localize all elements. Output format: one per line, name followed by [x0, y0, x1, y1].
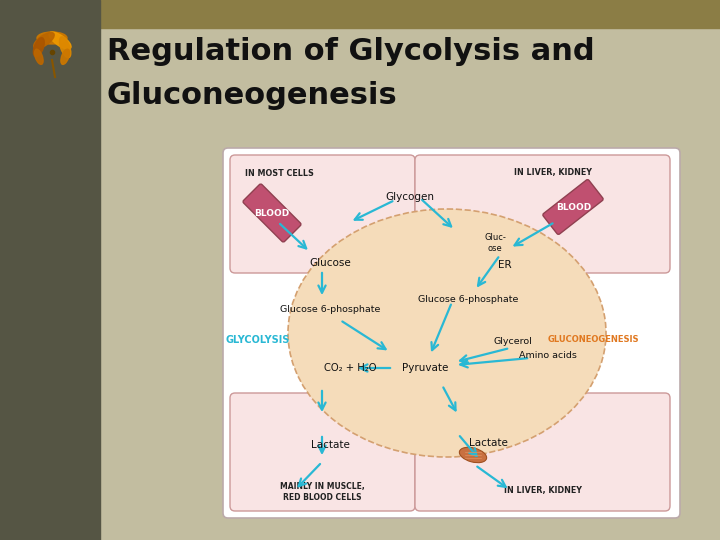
- Ellipse shape: [37, 32, 67, 44]
- Ellipse shape: [33, 38, 45, 57]
- Text: GLYCOLYSIS: GLYCOLYSIS: [226, 335, 290, 345]
- Bar: [0, 0, 100, 540]
- Text: Lactate: Lactate: [310, 440, 349, 450]
- Text: Glucose 6-phosphate: Glucose 6-phosphate: [418, 295, 518, 305]
- Text: GLUCONEOGENESIS: GLUCONEOGENESIS: [547, 335, 639, 345]
- Text: IN LIVER, KIDNEY: IN LIVER, KIDNEY: [504, 485, 582, 495]
- FancyBboxPatch shape: [230, 393, 415, 511]
- Text: Glycogen: Glycogen: [385, 192, 434, 202]
- Text: BLOOD: BLOOD: [556, 203, 591, 212]
- Ellipse shape: [459, 447, 487, 463]
- FancyBboxPatch shape: [543, 180, 603, 234]
- FancyBboxPatch shape: [243, 184, 301, 242]
- Text: Regulation of Glycolysis and: Regulation of Glycolysis and: [107, 37, 595, 66]
- Text: IN MOST CELLS: IN MOST CELLS: [245, 168, 314, 178]
- Text: IN LIVER, KIDNEY: IN LIVER, KIDNEY: [514, 168, 592, 178]
- Text: ER: ER: [498, 260, 512, 270]
- Text: Glycerol: Glycerol: [494, 336, 532, 346]
- Bar: [0, 0, 720, 28]
- Text: BLOOD: BLOOD: [253, 209, 289, 218]
- Ellipse shape: [35, 49, 43, 64]
- Ellipse shape: [49, 32, 71, 49]
- Text: Lactate: Lactate: [469, 438, 508, 448]
- FancyBboxPatch shape: [223, 148, 680, 518]
- Text: Glucose 6-phosphate: Glucose 6-phosphate: [280, 306, 380, 314]
- Ellipse shape: [61, 49, 69, 64]
- Text: Gluc-
ose: Gluc- ose: [484, 233, 506, 253]
- Ellipse shape: [60, 37, 71, 58]
- Ellipse shape: [288, 209, 606, 457]
- Text: MAINLY IN MUSCLE,: MAINLY IN MUSCLE,: [279, 483, 364, 491]
- Ellipse shape: [34, 32, 54, 49]
- Text: Pyruvate: Pyruvate: [402, 363, 448, 373]
- Text: RED BLOOD CELLS: RED BLOOD CELLS: [283, 492, 361, 502]
- Text: Gluconeogenesis: Gluconeogenesis: [107, 80, 397, 110]
- Text: CO₂ + H₂O: CO₂ + H₂O: [324, 363, 377, 373]
- Text: Amino acids: Amino acids: [519, 352, 577, 361]
- FancyBboxPatch shape: [230, 155, 415, 273]
- FancyBboxPatch shape: [415, 393, 670, 511]
- FancyBboxPatch shape: [415, 155, 670, 273]
- Text: Glucose: Glucose: [309, 258, 351, 268]
